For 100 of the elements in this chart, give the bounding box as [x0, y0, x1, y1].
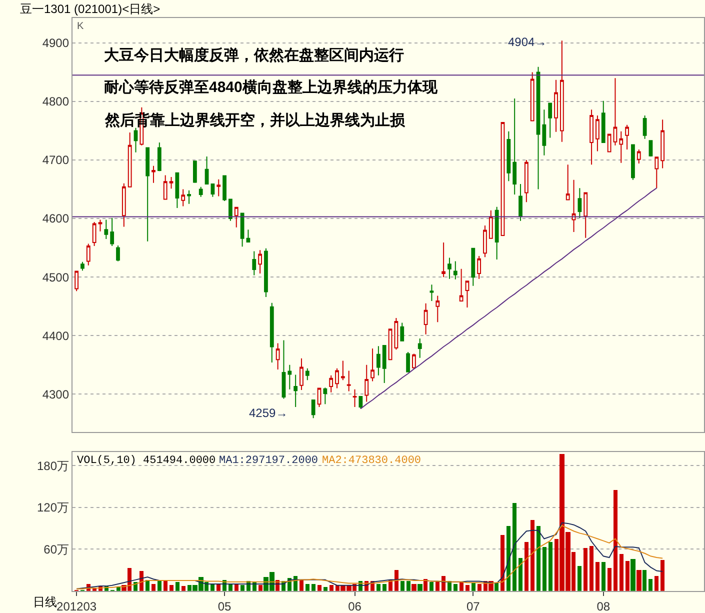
candlestick [512, 98, 517, 196]
y-tick-label: 4400 [42, 328, 70, 343]
candlestick [305, 368, 310, 381]
candlestick [542, 109, 546, 156]
bar [619, 554, 624, 591]
bar [157, 580, 162, 591]
candlestick [175, 172, 180, 208]
candlestick [406, 351, 410, 372]
bar [577, 566, 582, 591]
candlestick [636, 148, 641, 164]
bar [542, 546, 546, 591]
candlestick [222, 175, 226, 202]
candlestick [116, 244, 120, 262]
candlestick [654, 156, 659, 189]
bar [512, 502, 516, 591]
candlestick [566, 164, 570, 200]
bar [417, 584, 422, 591]
bar [636, 570, 642, 591]
y-tick-label: 4900 [42, 36, 70, 50]
bar [583, 548, 588, 591]
bar [500, 534, 504, 591]
candlestick [448, 257, 452, 280]
bar [613, 490, 618, 591]
candlestick [530, 72, 534, 122]
bar [382, 584, 386, 591]
candlestick [169, 176, 174, 190]
candlestick [128, 132, 132, 188]
y-tick-label: 4600 [42, 212, 70, 226]
y-tick-label: 60万 [44, 542, 70, 556]
x-tick-label: 05 [218, 599, 232, 613]
candlestick [424, 302, 428, 335]
candlestick [364, 364, 369, 402]
candlestick [92, 222, 96, 247]
bar [648, 578, 652, 591]
candlestick [258, 250, 262, 274]
bar [660, 560, 664, 591]
candlestick [323, 387, 328, 405]
y-tick-label: 180万 [36, 458, 70, 473]
candlestick [352, 388, 357, 408]
candlestick [270, 302, 274, 364]
bar [329, 584, 334, 591]
bar [453, 584, 458, 591]
annotation: 耐心等待反弹至4840横向盘整上边界线的压力体现 [104, 78, 438, 96]
annotation: 大豆今日大幅度反弹，依然在盘整区间内运行 [104, 46, 404, 64]
candlestick [181, 188, 186, 207]
candlestick [74, 270, 79, 292]
bar [400, 580, 404, 591]
bar [299, 580, 304, 591]
candlestick [276, 342, 280, 370]
candlestick [459, 268, 464, 302]
y-tick-label: 4800 [42, 94, 70, 109]
bar [548, 542, 552, 591]
candlestick [80, 261, 84, 272]
candlestick [204, 156, 209, 184]
candlestick [506, 130, 511, 182]
candlestick [524, 160, 528, 203]
bar [589, 546, 594, 591]
bar [376, 584, 380, 591]
candlestick [86, 243, 90, 266]
x-axis-title: 日线 [33, 595, 57, 609]
bar [406, 580, 410, 591]
candlestick [660, 119, 665, 169]
candlestick [104, 219, 108, 240]
y-tick-label: 4700 [42, 153, 70, 168]
bar [530, 520, 534, 591]
candlestick [300, 358, 304, 391]
candlestick [394, 318, 398, 350]
candlestick [584, 192, 588, 238]
candlestick [252, 250, 256, 276]
candlestick [146, 147, 150, 242]
candlestick [648, 140, 653, 157]
y-tick-label: 4300 [42, 387, 70, 402]
candlestick [234, 206, 238, 228]
bar [317, 584, 322, 591]
candlestick [157, 142, 162, 172]
candlestick [518, 183, 522, 222]
bar [411, 584, 416, 591]
candlestick [264, 248, 268, 298]
candlestick [187, 190, 191, 204]
y-axis-title: K [77, 21, 84, 32]
candlestick [418, 338, 422, 358]
bar [305, 584, 310, 591]
bar [625, 560, 630, 591]
candlestick [288, 364, 292, 390]
bar [595, 562, 600, 591]
candlestick [442, 242, 446, 278]
bar [601, 562, 606, 591]
annotation: 4904→ [508, 35, 547, 49]
candlestick [465, 280, 470, 308]
bar [240, 584, 244, 591]
candlestick [110, 217, 114, 247]
bar [654, 576, 658, 591]
candlestick [163, 174, 168, 200]
candlestick [335, 368, 339, 389]
candlestick [601, 100, 606, 143]
candlestick [471, 248, 476, 286]
candlestick [311, 399, 316, 419]
candlestick [282, 340, 286, 400]
candlestick [554, 79, 558, 132]
candlestick [358, 396, 363, 410]
